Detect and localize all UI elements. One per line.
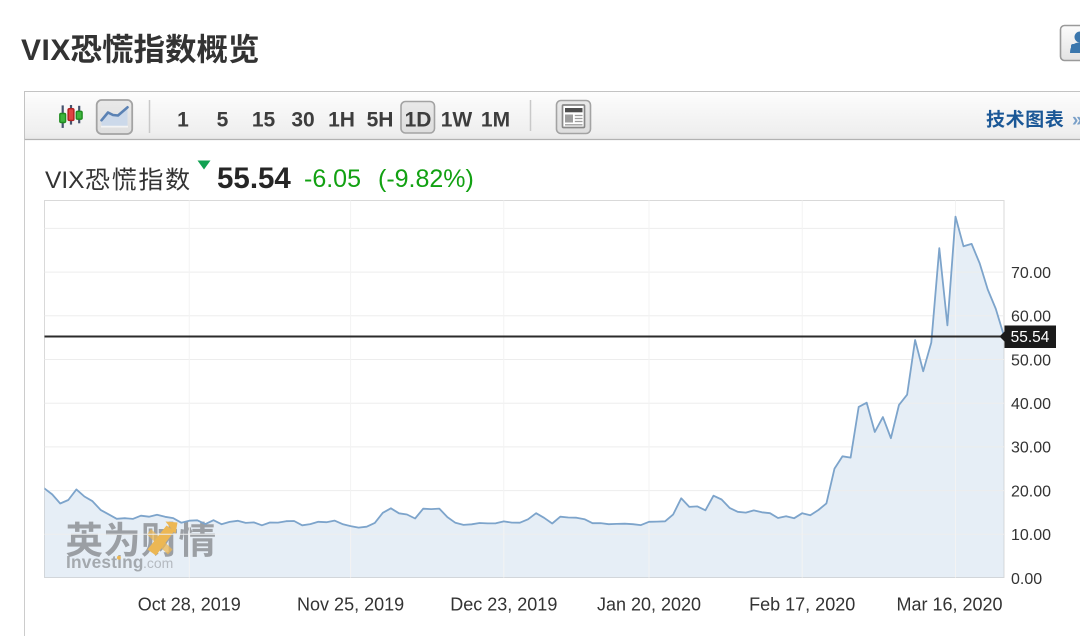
svg-text:70.00: 70.00 <box>1011 265 1051 282</box>
svg-text:1D: 1D <box>405 109 432 132</box>
svg-text:10.00: 10.00 <box>1011 527 1051 544</box>
svg-text:15: 15 <box>252 109 276 132</box>
svg-text:50.00: 50.00 <box>1011 352 1051 369</box>
svg-text:30: 30 <box>291 109 314 132</box>
svg-text:Investing: Investing <box>66 552 144 572</box>
svg-text:Jan 20, 2020: Jan 20, 2020 <box>597 595 701 615</box>
svg-text:1: 1 <box>177 109 189 132</box>
svg-text:60.00: 60.00 <box>1011 309 1051 326</box>
svg-text:Feb 17, 2020: Feb 17, 2020 <box>749 595 855 615</box>
svg-text:»: » <box>1072 110 1080 131</box>
svg-text:20.00: 20.00 <box>1011 483 1051 500</box>
svg-text:5: 5 <box>217 109 229 132</box>
svg-text:1M: 1M <box>481 109 510 132</box>
svg-text:VIX: VIX <box>21 34 71 67</box>
svg-text:Oct 28, 2019: Oct 28, 2019 <box>138 595 241 615</box>
svg-text:30.00: 30.00 <box>1011 440 1051 457</box>
svg-text:55.54: 55.54 <box>1011 329 1050 346</box>
svg-text:VIX: VIX <box>45 167 85 194</box>
svg-text:1W: 1W <box>441 109 473 132</box>
svg-text:55.54: 55.54 <box>217 162 291 195</box>
svg-text:5H: 5H <box>367 109 394 132</box>
svg-text:-6.05: -6.05 <box>304 165 361 193</box>
svg-text:Mar 16, 2020: Mar 16, 2020 <box>896 595 1002 615</box>
svg-text:40.00: 40.00 <box>1011 396 1051 413</box>
svg-text:.com: .com <box>143 555 173 571</box>
svg-text:0.00: 0.00 <box>1011 571 1042 588</box>
svg-text:Nov 25, 2019: Nov 25, 2019 <box>297 595 404 615</box>
svg-text:Dec 23, 2019: Dec 23, 2019 <box>450 595 557 615</box>
svg-text:(-9.82%): (-9.82%) <box>378 165 474 193</box>
svg-text:1H: 1H <box>328 109 355 132</box>
